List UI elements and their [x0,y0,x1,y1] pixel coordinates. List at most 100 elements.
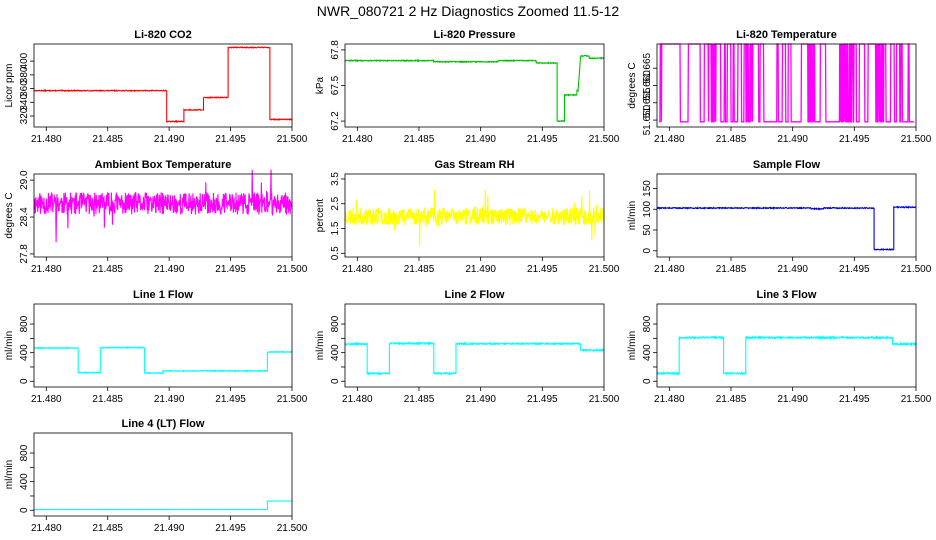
x-tick-label: 21.495 [527,264,558,275]
chart-title: Gas Stream RH [434,159,514,171]
plot-frame [656,173,917,258]
y-axis-label: degrees C [4,192,15,238]
series-line [33,345,293,375]
chart-title: Line 1 Flow [133,289,193,301]
y-tick-label: 400 [642,344,653,361]
chart-li-820-co2: Li-820 CO2 21.480 21.485 21.490 21.495 21.500… [4,29,308,145]
x-tick-label: 21.500 [589,134,620,145]
x-tick-label: 21.500 [277,264,308,275]
x-tick-label: 21.485 [404,264,435,275]
y-tick-label: 51.655 [642,87,653,118]
y-tick-label: 400 [19,344,30,361]
figure-title: NWR_080721 2 Hz Diagnostics Zoomed 11.5-… [317,3,620,19]
y-tick-label: 340 [19,94,30,111]
y-axis-label: kPa [315,76,326,94]
x-tick-label: 21.490 [777,134,808,145]
y-axis-label: ml/min [4,460,15,489]
y-tick-label: 0 [19,507,30,513]
y-tick-label: 29.0 [19,170,30,190]
x-tick-label: 21.495 [215,134,246,145]
x-tick-label: 21.495 [839,394,870,405]
y-tick-label: 800 [19,444,30,461]
plot-frame [344,173,605,258]
y-axis-label: ml/min [627,331,638,360]
series-line [658,43,915,123]
series-line [344,340,605,376]
y-tick-label: 400 [19,52,30,69]
y-tick-label: 320 [19,107,30,124]
y-tick-label: 0 [19,378,30,384]
y-tick-label: 0 [330,378,341,384]
x-tick-label: 21.485 [716,394,747,405]
series-line [33,169,293,243]
y-tick-label: 67.8 [330,40,341,60]
y-tick-label: 3.5 [330,172,341,186]
y-tick-label: 50 [642,224,653,236]
y-tick-label: 400 [330,344,341,361]
y-tick-label: 27.8 [19,244,30,264]
x-tick-label: 21.500 [589,394,620,405]
x-tick-label: 21.495 [527,394,558,405]
y-tick-label: 67.2 [330,111,341,131]
x-tick-label: 21.500 [901,394,932,405]
plot-frame [656,303,917,388]
x-tick-label: 21.500 [277,523,308,534]
x-tick-label: 21.490 [777,264,808,275]
y-tick-label: 380 [19,66,30,83]
chart-title: Line 3 Flow [757,289,817,301]
x-tick-label: 21.485 [716,134,747,145]
chart-title: Ambient Box Temperature [95,159,232,171]
y-axis-label: Licor ppm [4,64,15,108]
y-tick-label: 360 [19,80,30,97]
x-tick-label: 21.480 [31,134,62,145]
x-tick-label: 21.495 [527,134,558,145]
x-tick-label: 21.490 [154,523,185,534]
x-tick-label: 21.480 [654,394,685,405]
y-tick-label: 100 [642,200,653,217]
plot-frame [33,303,293,388]
y-tick-label: 800 [330,315,341,332]
chart-title: Sample Flow [753,159,821,171]
x-tick-label: 21.480 [342,264,373,275]
y-axis-label: percent [315,199,326,233]
y-tick-label: 0 [642,378,653,384]
x-tick-label: 21.500 [277,394,308,405]
plot-frame [344,43,605,128]
y-tick-label: 800 [642,315,653,332]
x-tick-label: 21.490 [777,394,808,405]
x-tick-label: 21.480 [342,134,373,145]
chart-line-4-lt-flow: Line 4 (LT) Flow 21.480 21.485 21.490 21.495… [4,418,308,534]
y-tick-label: 0 [642,248,653,254]
x-tick-label: 21.490 [154,134,185,145]
chart-title: Li-820 Temperature [736,29,837,41]
y-tick-label: 51.650 [642,104,653,135]
chart-title: Line 2 Flow [445,289,505,301]
x-tick-label: 21.495 [215,264,246,275]
x-tick-label: 21.490 [154,264,185,275]
chart-line-1-flow: Line 1 Flow 21.480 21.485 21.490 21.495 21.50… [4,289,308,405]
x-tick-label: 21.485 [404,394,435,405]
x-tick-label: 21.500 [901,264,932,275]
series-line [345,54,605,123]
x-tick-label: 21.480 [31,523,62,534]
chart-li-820-pressure: Li-820 Pressure 21.480 21.485 21.490 21.495 2… [315,29,620,145]
x-tick-label: 21.495 [839,134,870,145]
y-tick-label: 67.5 [330,75,341,95]
x-tick-label: 21.480 [654,134,685,145]
x-tick-label: 21.485 [92,523,123,534]
y-axis-label: degrees C [627,62,638,108]
y-tick-label: 51.660 [642,70,653,101]
x-tick-label: 21.490 [465,264,496,275]
y-axis-label: ml/min [315,331,326,360]
chart-title: Li-820 CO2 [134,29,191,41]
plot-frame [33,432,293,517]
chart-title: Line 4 (LT) Flow [122,418,205,430]
chart-sample-flow: Sample Flow 21.480 21.485 21.490 21.495 21.50… [627,159,932,275]
x-tick-label: 21.485 [92,264,123,275]
y-tick-label: 400 [19,473,30,490]
x-tick-label: 21.480 [654,264,685,275]
x-tick-label: 21.500 [277,134,308,145]
series-line [656,205,917,252]
x-tick-label: 21.485 [404,134,435,145]
y-tick-label: 2.5 [330,196,341,210]
